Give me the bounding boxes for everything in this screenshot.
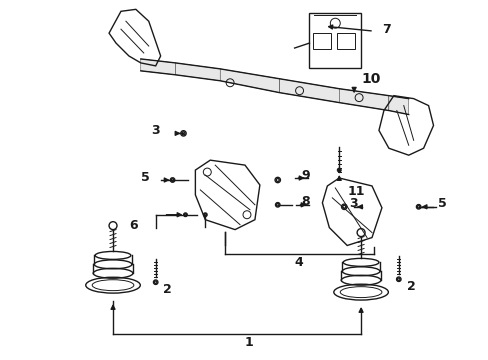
Polygon shape [220,69,279,93]
Text: 5: 5 [438,197,447,210]
Text: 1: 1 [244,336,253,349]
Polygon shape [141,59,175,75]
Polygon shape [388,96,408,114]
Text: 5: 5 [141,171,149,184]
Text: 6: 6 [129,219,137,232]
Text: 8: 8 [301,195,309,208]
Bar [309,13,360,68]
Text: 3: 3 [348,197,357,210]
Polygon shape [175,63,220,81]
Polygon shape [279,79,339,103]
Text: 4: 4 [294,256,303,269]
Polygon shape [339,89,388,111]
Text: 2: 2 [406,280,415,293]
Text: 9: 9 [301,168,309,181]
Bar [337,33,354,49]
Text: 11: 11 [346,185,364,198]
Text: 2: 2 [163,283,171,296]
Bar [313,33,331,49]
Text: 10: 10 [360,72,380,86]
Text: 7: 7 [381,23,390,36]
Text: 3: 3 [150,124,159,137]
